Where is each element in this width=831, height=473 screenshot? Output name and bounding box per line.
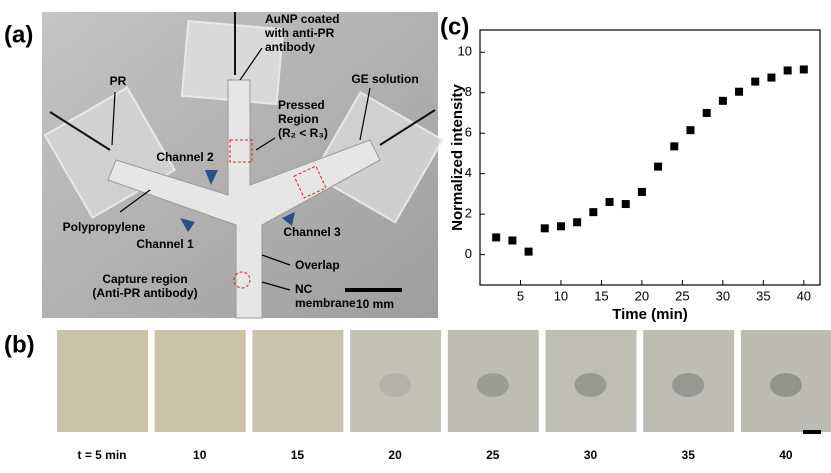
point (670, 142, 679, 151)
capture-spot (379, 373, 412, 397)
device-photo (42, 12, 445, 319)
point (654, 162, 663, 171)
strip-image (545, 330, 637, 432)
point (524, 247, 533, 256)
strip-image (447, 330, 539, 432)
time-label: 30 (584, 448, 598, 462)
time-label: 20 (388, 448, 402, 462)
point (508, 236, 517, 245)
photo-annotation: Overlap (295, 258, 340, 272)
capture-spot (574, 373, 607, 397)
panel-label: (b) (4, 331, 35, 358)
time-label: 40 (779, 448, 793, 462)
panel-label: (c) (440, 13, 469, 40)
x-tick-label: 15 (594, 288, 608, 303)
x-tick-label: 30 (716, 288, 730, 303)
capture-spot (476, 373, 509, 397)
time-label: 15 (291, 448, 305, 462)
time-label: 25 (486, 448, 500, 462)
capture-spot (672, 373, 705, 397)
point (686, 126, 695, 135)
x-tick-label: 25 (675, 288, 689, 303)
point (799, 65, 808, 74)
photo-annotation: with anti-PR (264, 26, 335, 40)
time-label: 10 (193, 448, 207, 462)
point (637, 187, 646, 196)
point (735, 87, 744, 96)
photo-annotation: membrane (295, 296, 356, 310)
x-tick-label: 40 (797, 288, 811, 303)
y-tick-label: 6 (465, 125, 472, 140)
point (702, 108, 711, 117)
plot-frame (479, 29, 821, 286)
point (767, 73, 776, 82)
photo-annotation: AuNP coated (265, 12, 339, 26)
x-axis-label: Time (min) (612, 306, 688, 323)
photo-annotation: NC (295, 282, 313, 296)
point (556, 222, 565, 231)
point (621, 200, 630, 209)
point (783, 66, 792, 75)
photo-annotation: Channel 3 (283, 225, 341, 239)
point (573, 218, 582, 227)
strip-image (252, 330, 344, 432)
strip-image (57, 330, 148, 432)
strip-image (643, 330, 735, 432)
strip-image (154, 330, 246, 432)
point (605, 198, 614, 207)
point (492, 233, 501, 242)
strip-image (350, 330, 442, 432)
point (589, 208, 598, 217)
y-tick-label: 10 (458, 44, 472, 59)
strip-image (740, 330, 831, 432)
time-label: t = 5 min (77, 448, 126, 462)
photo-annotation: Channel 2 (156, 150, 214, 164)
photo-annotation: 10 mm (356, 297, 394, 311)
capture-spot (769, 373, 802, 397)
photo-annotation: Pressed (278, 98, 325, 112)
photo-annotation: Region (278, 112, 319, 126)
y-tick-label: 8 (465, 84, 472, 99)
point (751, 77, 760, 86)
photo-annotation: (R₂ < R₃) (278, 126, 328, 140)
point (718, 96, 727, 105)
y-tick-label: 4 (465, 165, 472, 180)
y-tick-label: 2 (465, 206, 472, 221)
photo-annotation: GE solution (351, 72, 418, 86)
point (540, 224, 549, 233)
photo-annotation: Capture region (102, 272, 187, 286)
photo-annotation: PR (110, 74, 127, 88)
y-axis-label: Normalized intensity (449, 83, 466, 230)
y-tick-label: 0 (465, 246, 472, 261)
photo-annotation: (Anti-PR antibody) (92, 286, 197, 300)
photo-annotation: antibody (265, 40, 315, 54)
time-label: 35 (682, 448, 696, 462)
x-tick-label: 10 (554, 288, 568, 303)
x-tick-label: 35 (756, 288, 770, 303)
x-tick-label: 20 (635, 288, 649, 303)
panel-label: (a) (4, 21, 33, 48)
x-tick-label: 5 (517, 288, 524, 303)
photo-annotation: Polypropylene (63, 220, 146, 234)
photo-annotation: Channel 1 (136, 237, 194, 251)
